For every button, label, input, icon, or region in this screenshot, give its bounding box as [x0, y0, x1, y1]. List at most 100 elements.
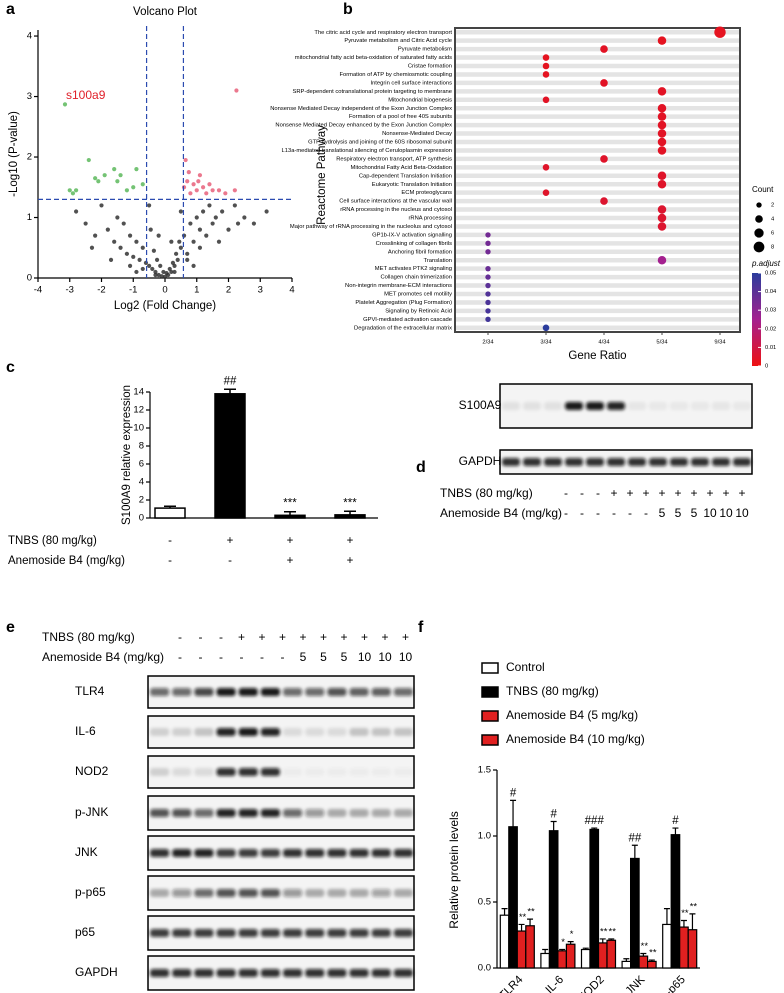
blot-band — [172, 688, 192, 696]
blot-band — [607, 402, 625, 410]
blot-band — [283, 728, 303, 736]
colorbar-label: 0.04 — [765, 289, 777, 295]
pathway-label: MET activates PTK2 signaling — [375, 266, 452, 272]
data-point — [153, 272, 158, 278]
legend-size — [755, 215, 763, 223]
legend-swatch — [481, 710, 499, 722]
data-point — [89, 245, 95, 250]
blot-band — [260, 929, 280, 937]
pathway-label: Major pathway of rRNA processing in the … — [290, 224, 452, 230]
significance-label: ** — [600, 926, 608, 937]
panel-label: c — [6, 359, 15, 376]
blot-band — [194, 969, 214, 977]
data-point — [83, 221, 88, 226]
condition-value: 10 — [399, 650, 413, 664]
data-point — [235, 221, 241, 226]
bar — [508, 826, 518, 969]
condition-value: - — [240, 650, 244, 664]
legend-label: 2 — [771, 203, 774, 209]
pathway-label: Mitochondrial Fatty Acid Beta-Oxidation — [351, 165, 453, 171]
pathway-label: Translation — [424, 258, 452, 264]
condition-value: + — [658, 486, 665, 500]
blot-panel — [499, 449, 753, 475]
data-point — [127, 263, 133, 269]
legend-label: Control — [506, 660, 545, 674]
dot — [485, 291, 491, 297]
x-tick-label: NOD2 — [576, 974, 607, 993]
dot — [600, 45, 608, 53]
blot-band — [283, 889, 303, 897]
significance-label: ** — [519, 912, 527, 923]
condition-value: - — [260, 650, 264, 664]
data-point — [153, 269, 158, 275]
data-point — [134, 167, 139, 172]
error-bar — [527, 918, 534, 926]
data-point — [159, 274, 164, 279]
blot-band — [150, 768, 170, 776]
significance-label: ** — [681, 908, 689, 919]
condition-value: - — [612, 506, 616, 520]
blot-band — [260, 768, 280, 776]
error-bar — [672, 827, 679, 835]
significance-label: * — [570, 929, 574, 940]
blot-panel — [147, 715, 415, 749]
blot-band — [283, 849, 303, 857]
data-point — [188, 221, 193, 226]
protein-label: JNK — [75, 845, 98, 859]
condition-value: + — [279, 630, 286, 644]
blot-band — [393, 969, 413, 977]
data-point — [154, 257, 160, 262]
condition-value: 5 — [675, 506, 682, 520]
pathway-label: Formation of ATP by chemiosmotic couplin… — [339, 72, 452, 78]
blot-band — [327, 768, 346, 776]
blot-band — [649, 458, 667, 466]
data-point — [194, 188, 199, 193]
blot-band — [283, 688, 303, 696]
condition-value: - — [281, 650, 285, 664]
blot-band — [733, 402, 751, 410]
x-tick-label: -2 — [97, 285, 105, 296]
protein-label: S100A9 — [459, 398, 502, 412]
significance-label: ** — [649, 948, 657, 959]
condition-value: + — [626, 486, 633, 500]
blot-band — [150, 969, 170, 977]
condition-value: + — [287, 555, 294, 567]
pathway-label: SRP-dependent cotranslational protein ta… — [292, 89, 452, 95]
data-point — [74, 209, 79, 214]
data-point — [93, 176, 98, 181]
condition-value: - — [199, 650, 203, 664]
pathway-label: Cap-dependent Translation Initiation — [359, 173, 452, 179]
blot-band — [260, 809, 280, 817]
condition-label: Anemoside B4 (mg/kg) — [42, 650, 164, 664]
protein-label: IL-6 — [75, 724, 96, 738]
condition-label: TNBS (80 mg/kg) — [8, 535, 97, 547]
blot-band — [172, 849, 192, 857]
data-point — [216, 239, 222, 244]
significance-label: ** — [641, 941, 649, 952]
blot-band — [327, 728, 347, 736]
condition-value: + — [227, 535, 234, 547]
bar — [548, 830, 559, 969]
blot-band — [305, 929, 325, 937]
colorbar-label: 0.01 — [765, 345, 776, 351]
panel-label: b — [343, 1, 353, 18]
x-tick-label: 4 — [289, 285, 294, 296]
legend-swatch — [481, 686, 499, 698]
pathway-label: GTP hydrolysis and joining of the 60S ri… — [308, 140, 452, 146]
pathway-label: Pyruvate metabolism — [398, 47, 452, 53]
data-point — [191, 239, 196, 244]
y-tick-label: 10 — [133, 423, 144, 434]
condition-value: + — [642, 486, 649, 500]
significance-label: ### — [585, 815, 605, 827]
blot-band — [305, 889, 325, 897]
legend-label: 6 — [771, 231, 774, 237]
pathway-label: Cristae formation — [408, 64, 452, 70]
blot-band — [172, 728, 192, 736]
dot — [485, 232, 491, 238]
data-point — [174, 251, 179, 256]
condition-value: + — [402, 630, 409, 644]
legend-title: Count — [752, 185, 774, 194]
blot-panel — [147, 955, 415, 991]
x-axis-label: Gene Ratio — [568, 350, 626, 362]
bar — [597, 942, 608, 969]
